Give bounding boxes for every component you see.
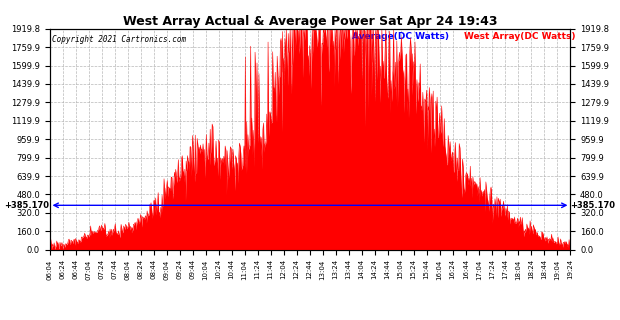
Text: +385.170: +385.170 [4,201,50,210]
Title: West Array Actual & Average Power Sat Apr 24 19:43: West Array Actual & Average Power Sat Ap… [123,15,497,28]
Text: Copyright 2021 Cartronics.com: Copyright 2021 Cartronics.com [52,36,187,44]
Text: +385.170: +385.170 [570,201,616,210]
Text: West Array(DC Watts): West Array(DC Watts) [464,32,575,41]
Text: Average(DC Watts): Average(DC Watts) [352,32,449,41]
